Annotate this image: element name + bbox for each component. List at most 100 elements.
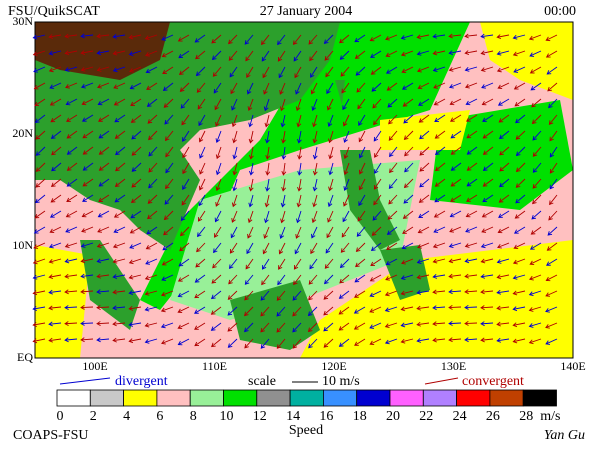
- wind-arrow: [229, 242, 238, 254]
- wind-arrow: [232, 162, 238, 176]
- wind-arrow: [528, 322, 542, 328]
- wind-arrow: [96, 258, 110, 264]
- wind-arrow: [64, 66, 78, 72]
- wind-arrow: [66, 146, 78, 155]
- wind-arrow: [35, 178, 46, 188]
- wind-arrow: [197, 210, 206, 222]
- wind-arrow: [548, 114, 558, 125]
- wind-arrow: [465, 210, 478, 218]
- wind-arrow: [549, 178, 558, 190]
- wind-arrow: [433, 82, 446, 89]
- wind-arrow: [114, 114, 126, 123]
- wind-arrow: [515, 194, 526, 204]
- wind-arrow: [434, 194, 446, 203]
- wind-arrow: [310, 82, 318, 95]
- wind-arrow: [49, 98, 62, 106]
- wind-arrow: [295, 226, 302, 239]
- wind-arrow: [194, 306, 206, 314]
- wind-arrow: [165, 162, 174, 174]
- wind-arrow: [296, 130, 302, 144]
- wind-field: [380, 110, 470, 150]
- wind-arrow: [197, 226, 206, 238]
- wind-arrow: [177, 34, 190, 42]
- wind-arrow: [356, 82, 366, 93]
- wind-arrow: [295, 98, 302, 112]
- wind-arrow: [113, 82, 126, 89]
- wind-arrow: [245, 50, 254, 62]
- time: 00:00: [544, 4, 576, 19]
- wind-arrow: [130, 98, 142, 107]
- wind-arrow: [196, 242, 206, 253]
- wind-arrow: [277, 50, 286, 62]
- wind-arrow: [515, 178, 526, 188]
- wind-arrow: [327, 210, 334, 223]
- colorbar: 0 2 4 6 8 10 12 14 16 18 20 22 24 26 28 m/s: [57, 389, 560, 424]
- wind-arrow: [35, 162, 46, 172]
- wind-arrow: [82, 130, 94, 139]
- wind-arrow: [434, 162, 446, 172]
- wind-arrow: [339, 258, 350, 269]
- wind-arrow: [354, 274, 366, 283]
- wind-arrow: [404, 162, 414, 173]
- lon-label: 120E: [321, 359, 346, 373]
- wind-arrow: [311, 98, 318, 111]
- wind-arrow: [32, 274, 46, 280]
- wind-arrow: [214, 226, 222, 238]
- wind-arrow: [295, 82, 302, 95]
- wind-arrow: [147, 210, 158, 220]
- wind-arrow: [448, 321, 462, 326]
- wind-arrow: [357, 98, 366, 110]
- wind-arrow: [246, 242, 254, 255]
- wind-arrow: [499, 162, 510, 172]
- wind-arrow: [280, 194, 286, 208]
- wind-arrow: [246, 66, 254, 79]
- wind-arrow: [528, 274, 542, 281]
- wind-arrow: [416, 321, 430, 327]
- wind-arrow: [323, 322, 334, 332]
- wind-arrow: [281, 146, 287, 160]
- wind-arrow: [48, 66, 62, 73]
- wind-arrow: [177, 322, 190, 330]
- wind-arrow: [32, 338, 46, 344]
- wind-arrow: [464, 50, 478, 56]
- wind-arrow: [466, 130, 478, 139]
- wind-arrow: [144, 322, 158, 328]
- wind-arrow: [448, 66, 462, 72]
- land: [335, 80, 345, 105]
- wind-arrow: [294, 242, 302, 255]
- wind-arrow: [276, 290, 286, 301]
- wind-arrow: [264, 114, 270, 128]
- color-swatch: [189, 389, 224, 407]
- wind-arrow: [353, 306, 366, 314]
- wind-arrow: [215, 162, 222, 176]
- wind-arrow: [434, 130, 446, 139]
- wind-arrow: [80, 242, 94, 248]
- wind-arrow: [496, 321, 510, 327]
- wind-arrow: [178, 50, 190, 59]
- wind-arrow: [532, 146, 542, 157]
- wind-arrow: [65, 210, 78, 218]
- wind-arrow: [112, 242, 126, 249]
- wind-arrow: [65, 98, 78, 106]
- colorbar-title: Speed: [289, 423, 323, 438]
- wind-arrow: [129, 66, 142, 73]
- wind-arrow: [388, 130, 398, 141]
- wind-arrow: [215, 130, 222, 144]
- wind-arrow: [51, 162, 62, 172]
- wind-arrow: [263, 226, 270, 239]
- wind-arrow: [372, 98, 382, 109]
- wind-arrow: [339, 274, 350, 284]
- wind-arrow: [515, 146, 526, 157]
- wind-arrow: [213, 242, 222, 254]
- convergent-label: convergent: [462, 374, 524, 389]
- wind-arrow: [278, 258, 286, 270]
- land: [340, 150, 400, 250]
- wind-arrow: [81, 98, 94, 106]
- wind-arrow: [528, 34, 542, 41]
- wind-arrow: [532, 194, 542, 205]
- wind-arrow: [499, 178, 510, 188]
- wind-arrow: [214, 210, 222, 223]
- wind-arrow: [480, 337, 494, 343]
- wind-arrow: [279, 226, 286, 239]
